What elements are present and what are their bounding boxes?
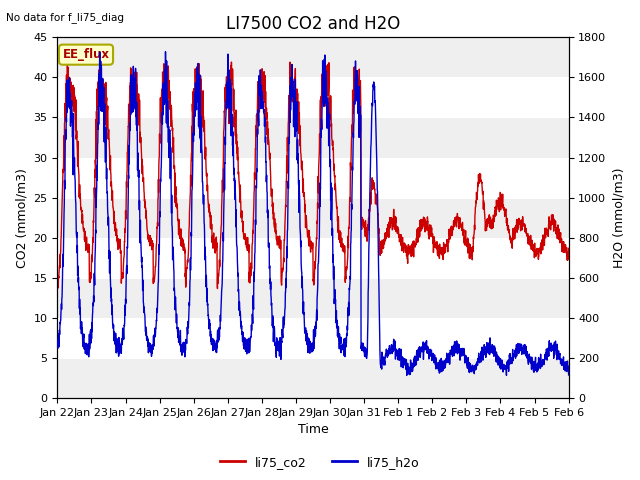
- Text: EE_flux: EE_flux: [63, 48, 109, 61]
- Text: No data for f_li75_diag: No data for f_li75_diag: [6, 12, 124, 23]
- Title: LI7500 CO2 and H2O: LI7500 CO2 and H2O: [226, 15, 400, 33]
- Bar: [58, 278, 568, 318]
- Bar: [58, 358, 568, 398]
- Y-axis label: CO2 (mmol/m3): CO2 (mmol/m3): [15, 168, 28, 267]
- Bar: [58, 37, 568, 77]
- X-axis label: Time: Time: [298, 423, 328, 436]
- Legend: li75_co2, li75_h2o: li75_co2, li75_h2o: [215, 451, 425, 474]
- Y-axis label: H2O (mmol/m3): H2O (mmol/m3): [612, 168, 625, 268]
- Bar: [58, 118, 568, 157]
- Bar: [58, 198, 568, 238]
